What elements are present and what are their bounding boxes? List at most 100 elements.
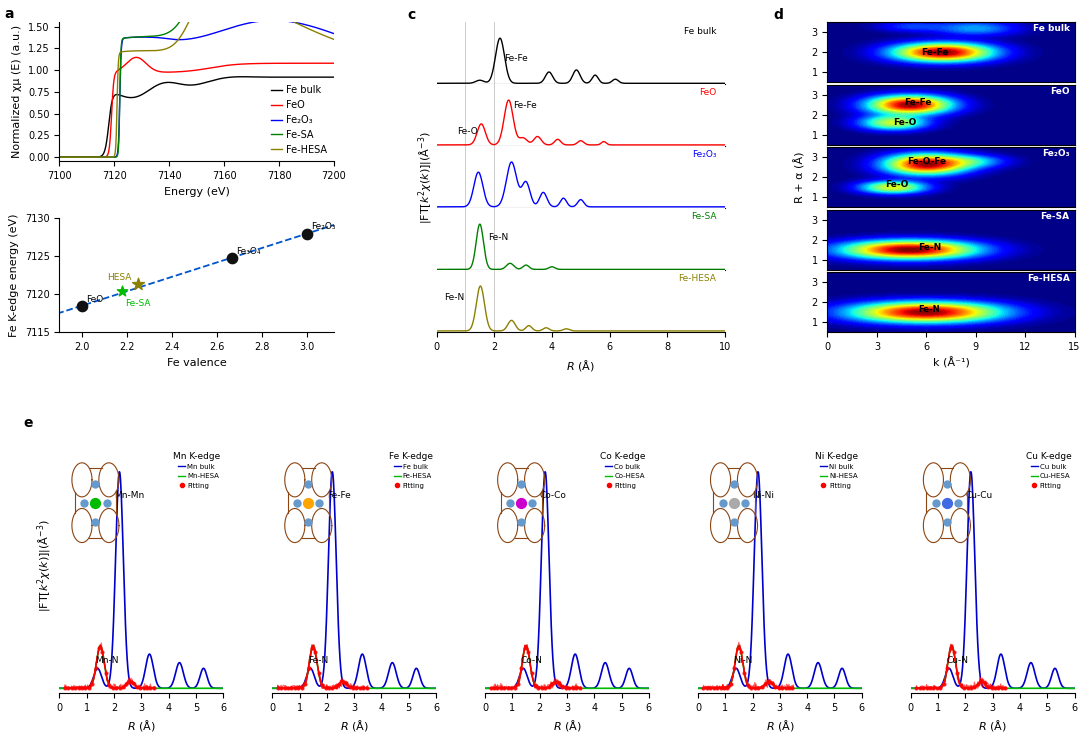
X-axis label: $R$ (Å): $R$ (Å) bbox=[127, 718, 156, 733]
Point bbox=[313, 679, 330, 691]
Point bbox=[966, 681, 983, 693]
FeO bbox=[327, 59, 340, 68]
Point bbox=[63, 682, 80, 694]
Text: e: e bbox=[24, 416, 32, 430]
Cu-HESA bbox=[904, 684, 917, 693]
Text: a: a bbox=[4, 7, 14, 21]
Co-HESA bbox=[478, 684, 491, 693]
Cu bulk bbox=[904, 684, 917, 693]
Point bbox=[97, 668, 114, 679]
Fe bulk bbox=[327, 73, 340, 82]
Point bbox=[293, 682, 310, 694]
Point bbox=[324, 682, 341, 694]
Point bbox=[67, 682, 84, 694]
Point bbox=[330, 678, 348, 690]
Fe bulk bbox=[430, 684, 443, 693]
Point bbox=[118, 678, 135, 690]
Co bulk bbox=[544, 597, 557, 606]
Line: Fe-HESA: Fe-HESA bbox=[59, 0, 334, 157]
Point bbox=[135, 682, 152, 694]
Co-HESA bbox=[597, 684, 610, 693]
Line: Cu-HESA: Cu-HESA bbox=[910, 646, 1075, 688]
Point bbox=[485, 682, 502, 694]
Point bbox=[513, 662, 530, 674]
Fe-SA bbox=[177, 10, 190, 19]
Point bbox=[83, 678, 100, 690]
Line: Co-HESA: Co-HESA bbox=[485, 646, 649, 688]
Point bbox=[73, 682, 91, 694]
Legend: Cu bulk, Cu-HESA, Fitting: Cu bulk, Cu-HESA, Fitting bbox=[1030, 463, 1071, 489]
Ni-HESA bbox=[855, 684, 868, 693]
Legend: Ni bulk, Ni-HESA, Fitting: Ni bulk, Ni-HESA, Fitting bbox=[820, 463, 859, 489]
Ni-HESA bbox=[757, 682, 770, 691]
Point bbox=[715, 682, 732, 694]
Ni bulk bbox=[712, 684, 725, 693]
Point bbox=[138, 682, 156, 694]
Ni bulk bbox=[811, 659, 824, 668]
Point bbox=[300, 662, 318, 674]
Point bbox=[561, 682, 578, 694]
Fe-HESA bbox=[123, 47, 136, 56]
Fe-HESA bbox=[369, 684, 382, 693]
Point bbox=[729, 642, 746, 654]
Cu-HESA bbox=[1068, 684, 1080, 693]
X-axis label: $R$ (Å): $R$ (Å) bbox=[553, 718, 581, 733]
Text: Fe-Fe: Fe-Fe bbox=[504, 54, 528, 63]
Point bbox=[87, 662, 105, 674]
FeO bbox=[215, 62, 228, 71]
Point bbox=[298, 228, 315, 240]
Fe-HESA bbox=[177, 28, 190, 37]
Point bbox=[694, 682, 712, 694]
Co bulk bbox=[643, 684, 656, 693]
Text: Mn K-edge: Mn K-edge bbox=[173, 452, 220, 461]
Ni-HESA bbox=[732, 641, 745, 650]
Point bbox=[496, 682, 513, 694]
Fe-HESA bbox=[327, 35, 340, 44]
Text: Cu K-edge: Cu K-edge bbox=[1026, 452, 1071, 461]
Point bbox=[764, 677, 781, 689]
X-axis label: $R$ (Å): $R$ (Å) bbox=[978, 718, 1007, 733]
FeO bbox=[123, 56, 136, 65]
Point bbox=[510, 678, 527, 690]
X-axis label: k (Å⁻¹): k (Å⁻¹) bbox=[933, 358, 970, 369]
Fe bulk bbox=[237, 72, 249, 81]
Fe-HESA bbox=[332, 682, 345, 691]
Point bbox=[702, 682, 719, 694]
Text: Ni-N: Ni-N bbox=[733, 656, 753, 665]
Text: Fe₂O₃: Fe₂O₃ bbox=[1042, 149, 1069, 158]
Point bbox=[939, 662, 956, 674]
FeO bbox=[53, 153, 66, 162]
Ni bulk bbox=[855, 684, 868, 693]
Text: Fe bulk: Fe bulk bbox=[684, 27, 716, 36]
Cu-HESA bbox=[1008, 684, 1021, 693]
Line: Fe bulk: Fe bulk bbox=[272, 472, 436, 688]
Text: Fe-O: Fe-O bbox=[886, 180, 908, 189]
Y-axis label: R + α (Å): R + α (Å) bbox=[795, 151, 806, 203]
Fe-HESA bbox=[102, 153, 114, 162]
Point bbox=[719, 682, 737, 694]
Point bbox=[712, 682, 729, 694]
Point bbox=[108, 682, 125, 694]
Co-HESA bbox=[544, 682, 557, 691]
Point bbox=[915, 682, 932, 694]
Fe₂O₃ bbox=[327, 29, 340, 38]
Point bbox=[945, 646, 962, 658]
Point bbox=[482, 682, 499, 694]
Co-HESA bbox=[498, 684, 511, 693]
Mn bulk bbox=[72, 684, 85, 693]
Point bbox=[948, 668, 966, 679]
Text: FeO: FeO bbox=[699, 89, 716, 98]
Fe bulk bbox=[319, 635, 332, 644]
Point bbox=[100, 679, 118, 691]
Point bbox=[746, 682, 764, 694]
Line: Fe₂O₃: Fe₂O₃ bbox=[59, 20, 334, 157]
Point bbox=[784, 682, 801, 694]
FeO bbox=[177, 67, 190, 76]
Line: Ni-HESA: Ni-HESA bbox=[698, 646, 862, 688]
Fe₂O₃ bbox=[237, 20, 249, 29]
FeO bbox=[260, 59, 273, 68]
Mn bulk bbox=[112, 467, 125, 476]
Cu bulk bbox=[924, 684, 937, 693]
Point bbox=[699, 682, 716, 694]
Point bbox=[121, 676, 138, 688]
